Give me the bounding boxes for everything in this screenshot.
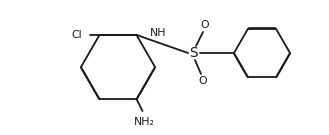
Text: NH₂: NH₂ — [134, 117, 155, 127]
Text: S: S — [189, 46, 197, 60]
Text: NH: NH — [150, 28, 166, 38]
Text: O: O — [201, 20, 209, 30]
Text: O: O — [199, 76, 207, 86]
Text: Cl: Cl — [71, 30, 82, 40]
